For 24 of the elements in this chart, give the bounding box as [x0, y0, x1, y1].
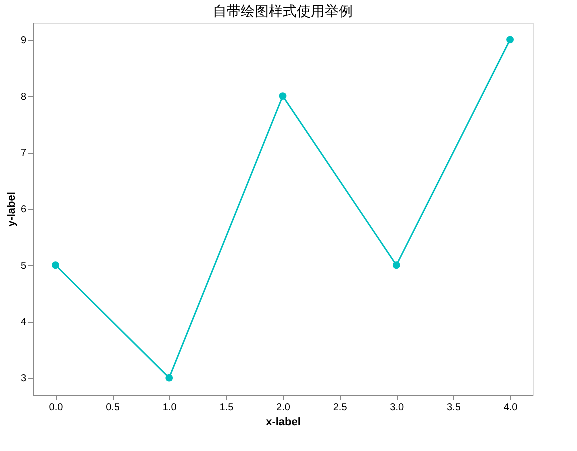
y-tick-label: 7 — [20, 148, 27, 160]
point — [52, 262, 60, 270]
y-axis-title: y-label — [6, 192, 18, 227]
y-tick-label: 8 — [20, 92, 27, 103]
x-tick-label: 2.0 — [276, 402, 291, 414]
y-tick-label: 5 — [20, 260, 27, 272]
point — [392, 262, 400, 270]
x-tick-label: 1.0 — [162, 402, 178, 414]
point — [279, 92, 287, 100]
y-tick-label: 9 — [20, 35, 27, 46]
y-tick-label: 3 — [20, 374, 27, 385]
x-tick-label: 3.5 — [447, 402, 462, 414]
x-tick-label: 4.0 — [504, 402, 518, 414]
x-tick-label: 1.5 — [220, 402, 234, 414]
x-axis-title: x-label — [266, 416, 301, 428]
point — [166, 374, 174, 382]
point — [506, 36, 514, 44]
x-tick-label: 2.5 — [333, 402, 348, 414]
chart-title: 自带绘图样式使用举例 — [213, 4, 353, 20]
y-tick-label: 6 — [20, 204, 27, 216]
x-tick-label: 0.0 — [49, 402, 64, 414]
x-tick-label: 3.0 — [390, 402, 405, 414]
x-tick-label: 0.5 — [106, 402, 120, 414]
y-tick-label: 4 — [20, 317, 27, 328]
